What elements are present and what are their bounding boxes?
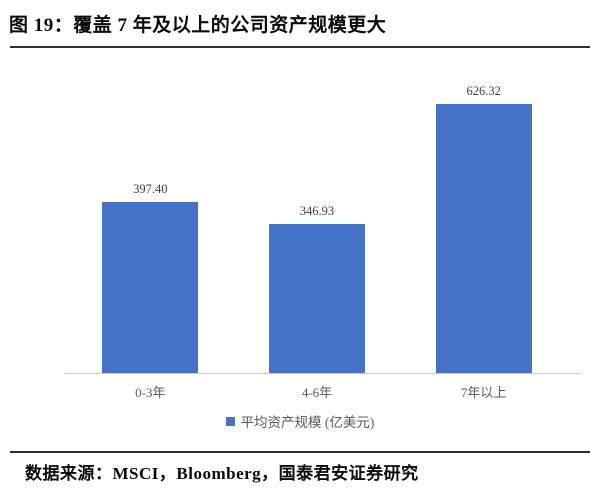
bar-7年以上 <box>435 103 532 373</box>
title-rule <box>10 46 590 48</box>
x-axis-category-label: 4-6年 <box>301 385 333 400</box>
source-note: 数据来源：MSCI，Bloomberg，国泰君安证券研究 <box>25 464 419 483</box>
bar-4-6年 <box>268 223 365 373</box>
bar-slot: 626.32 <box>435 72 532 373</box>
x-axis-labels: 0-3年 4-6年 7年以上 <box>67 382 567 401</box>
bar-value-label: 397.40 <box>133 182 168 197</box>
x-axis-category-label: 7年以上 <box>460 385 507 400</box>
legend: 平均资产规模 (亿美元) <box>0 411 600 431</box>
bar-value-label: 346.93 <box>299 203 335 218</box>
bar-value-label: 626.32 <box>466 83 501 98</box>
footer-rule <box>10 451 590 453</box>
legend-swatch-square <box>225 416 235 426</box>
legend-label: 平均资产规模 (亿美元) <box>240 415 375 430</box>
x-axis-category-label: 0-3年 <box>135 385 166 400</box>
plot-area: 397.40 346.93 626.32 <box>67 72 567 373</box>
bar-slot: 346.93 <box>268 72 365 373</box>
bar-0-3年 <box>102 202 199 373</box>
figure-title: 图 19：覆盖 7 年及以上的公司资产规模更大 <box>9 15 387 36</box>
x-axis-line <box>65 373 581 374</box>
bar-slot: 397.40 <box>102 72 199 373</box>
